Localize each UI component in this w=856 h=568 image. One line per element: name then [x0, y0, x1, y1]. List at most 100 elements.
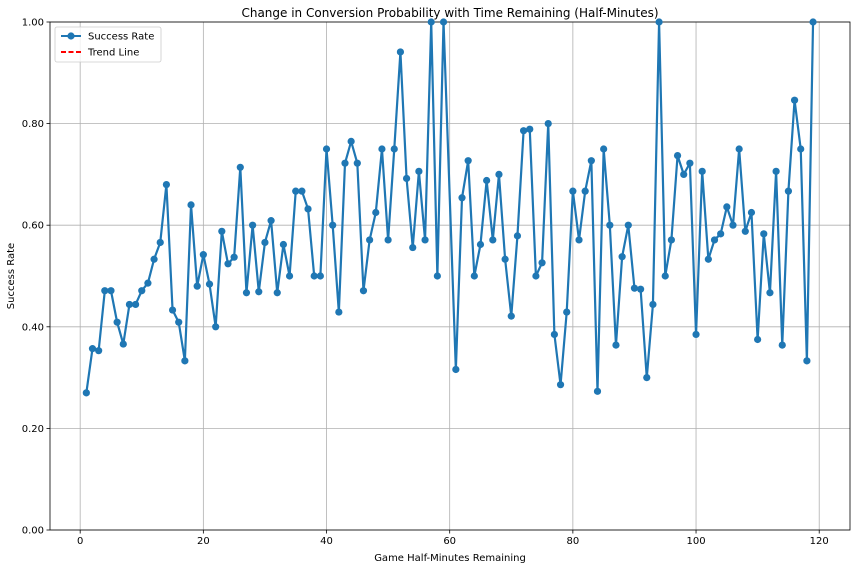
success-rate-point: [150, 255, 158, 263]
success-rate-point: [310, 272, 318, 280]
success-rate-point: [513, 232, 522, 240]
success-rate-point: [809, 18, 817, 26]
success-rate-point: [212, 323, 220, 331]
success-rate-point: [501, 255, 509, 263]
success-rate-point: [249, 221, 257, 229]
success-rate-point: [390, 145, 398, 153]
success-rate-point: [372, 208, 380, 217]
chart-title: Change in Conversion Probability with Ti…: [241, 6, 658, 20]
success-rate-point: [464, 157, 472, 165]
success-rate-point: [661, 272, 669, 280]
x-tick-label: 60: [443, 536, 456, 547]
series-success-rate: [82, 18, 817, 397]
success-rate-point: [242, 289, 251, 297]
success-rate-point: [199, 251, 207, 259]
success-rate-point: [427, 18, 435, 26]
success-rate-point: [667, 236, 676, 244]
success-rate-point: [175, 318, 183, 326]
success-rate-point: [495, 170, 503, 178]
success-rate-point: [784, 187, 793, 195]
success-rate-point: [439, 18, 448, 26]
success-rate-point: [261, 238, 269, 247]
success-rate-point: [285, 272, 294, 280]
success-rate-point: [113, 318, 121, 326]
success-rate-point: [273, 289, 281, 297]
legend: Success Rate Trend Line: [54, 26, 162, 63]
success-rate-point: [316, 272, 324, 280]
success-rate-point: [402, 174, 411, 183]
success-rate-line: [85, 20, 815, 393]
success-rate-point: [655, 18, 663, 26]
success-rate-point: [797, 145, 805, 153]
success-rate-point: [224, 260, 232, 268]
y-tick-label: 1.00: [22, 18, 44, 29]
success-rate-point: [236, 163, 244, 171]
success-rate-point: [575, 236, 583, 244]
success-rate-point: [452, 365, 460, 374]
success-rate-point: [119, 340, 127, 348]
success-rate-point: [298, 187, 306, 195]
success-rate-point: [218, 227, 226, 235]
success-rate-point: [489, 236, 497, 244]
success-rate-point: [292, 187, 300, 195]
success-rate-point: [101, 287, 109, 295]
success-rate-point: [587, 157, 595, 165]
success-rate-point: [156, 238, 164, 247]
success-rate-point: [612, 341, 620, 349]
success-rate-point: [649, 300, 657, 309]
success-rate-point: [754, 335, 762, 344]
success-rate-point: [723, 203, 731, 211]
y-tick-label: 0.00: [22, 526, 44, 537]
success-rate-point: [409, 243, 417, 252]
success-rate-point: [95, 347, 103, 355]
success-rate-point: [162, 180, 170, 189]
y-axis-title: Success Rate: [6, 243, 17, 309]
success-rate-point: [353, 159, 361, 167]
success-rate-point: [680, 170, 688, 178]
success-rate-point: [526, 125, 534, 133]
success-rate-point: [704, 255, 712, 263]
legend-label-success-rate: Success Rate: [88, 32, 154, 43]
success-rate-point: [778, 341, 786, 349]
success-rate-point: [329, 221, 337, 229]
success-rate-point: [181, 357, 189, 365]
success-rate-point: [458, 194, 466, 202]
success-rate-point: [255, 288, 263, 296]
x-tick-label: 80: [566, 536, 579, 547]
success-rate-point: [433, 272, 441, 280]
success-rate-point: [520, 127, 528, 135]
success-rate-point: [396, 48, 405, 56]
success-rate-point: [710, 236, 719, 244]
success-rate-point: [378, 145, 386, 153]
success-rate-point: [741, 227, 749, 235]
success-rate-point: [593, 387, 602, 395]
success-rate-point: [193, 282, 201, 290]
success-rate-point: [624, 221, 632, 229]
x-tick-label: 20: [197, 536, 210, 547]
legend-marker-success-rate: [67, 32, 75, 40]
success-rate-point: [532, 272, 540, 280]
success-rate-point: [366, 236, 374, 244]
success-rate-point: [322, 145, 331, 153]
success-rate-point: [279, 240, 288, 249]
success-rate-point: [772, 167, 780, 175]
success-rate-point: [618, 253, 626, 261]
success-rate-point: [760, 230, 768, 238]
success-rate-point: [637, 285, 645, 293]
success-rate-point: [581, 187, 589, 195]
success-rate-point: [729, 221, 737, 229]
success-rate-point: [630, 284, 639, 292]
success-rate-point: [144, 279, 152, 287]
success-rate-point: [698, 167, 706, 175]
x-tick-label: 40: [320, 536, 333, 547]
success-rate-point: [341, 159, 349, 167]
success-rate-point: [88, 345, 97, 353]
success-rate-point: [550, 330, 558, 339]
y-axis: 0.00 0.20 0.40 0.60 0.80 1.00: [22, 18, 50, 537]
success-rate-point: [686, 159, 694, 167]
success-rate-point: [692, 330, 700, 339]
success-rate-point: [267, 217, 275, 225]
success-rate-point: [735, 145, 743, 153]
